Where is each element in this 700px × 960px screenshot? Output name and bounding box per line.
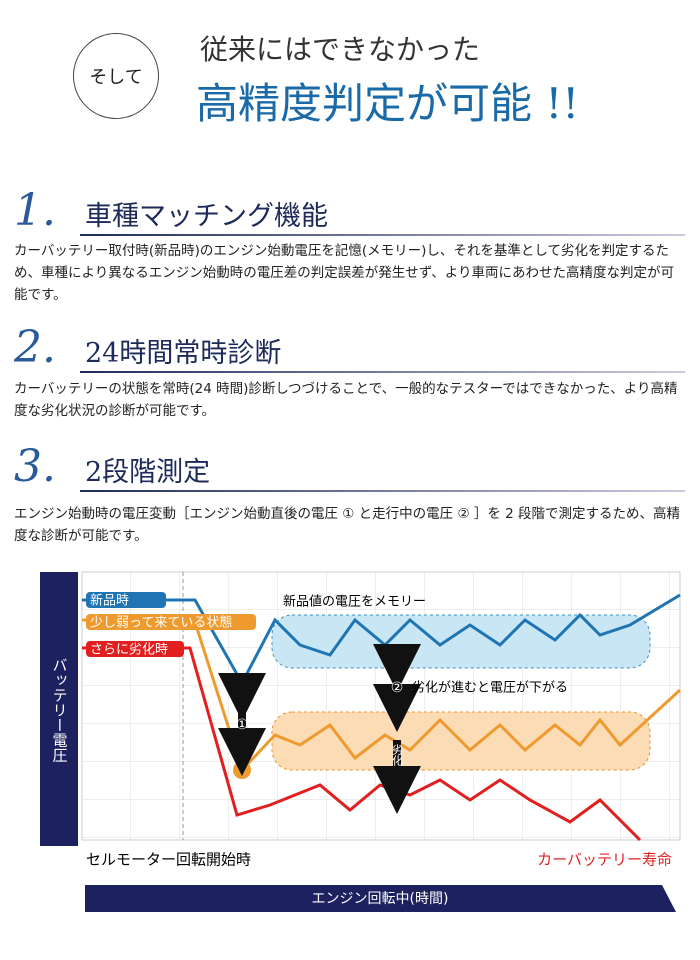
section-number: 2. [14,322,56,373]
rule [80,371,685,373]
section-body: エンジン始動時の電圧変動［エンジン始動直後の電圧 ① と走行中の電圧 ② ］を … [14,506,681,544]
rule [80,490,685,492]
line-weak [81,618,682,773]
section-title: 24時間常時診断 [85,338,282,369]
section-body: カーバッテリー取付時(新品時)のエンジン始動電圧を記憶(メモリー)し、それを基準… [14,243,675,303]
legend-label: さらに劣化時 [90,643,168,658]
section-number: 3. [14,441,56,492]
annotation: 劣化 [391,743,404,767]
section-body: カーバッテリーの状態を常時(24 時間)診断しつづけることで、一般的なテスターで… [14,381,678,419]
legend-label: 新品時 [90,593,129,609]
badge: そして [73,33,159,119]
headline-main: 高精度判定が可能 !! [196,79,580,128]
section-title: 2段階測定 [85,457,211,488]
rule [80,234,685,236]
plot [81,571,681,841]
legend-label: 少し弱って来ている状態 [90,615,232,631]
annotation: ① [236,717,249,733]
y-axis-label: バッテリー電圧 [51,658,69,763]
memory-box [271,614,651,669]
x-bar [85,885,676,912]
line-new [82,593,681,687]
diagram: バッテリー電圧 新品時 少し弱って来ている状態 さらに劣化時 新品値の電圧をメモ… [40,571,682,912]
section-title: 車種マッチング機能 [85,201,328,232]
annotation: 新品値の電圧をメモリー [283,594,426,610]
annotation: 劣化が進むと電圧が下がる [412,681,568,696]
section-number: 1. [14,185,56,236]
annotation: ② [391,680,404,696]
y-bar [40,572,78,846]
headline: 従来にはできなかった [200,33,481,66]
start-label: セルモーター回転開始時 [86,851,251,869]
x-axis-label: エンジン回転中(時間) [312,891,449,907]
end-label: カーバッテリー寿命 [537,851,672,869]
